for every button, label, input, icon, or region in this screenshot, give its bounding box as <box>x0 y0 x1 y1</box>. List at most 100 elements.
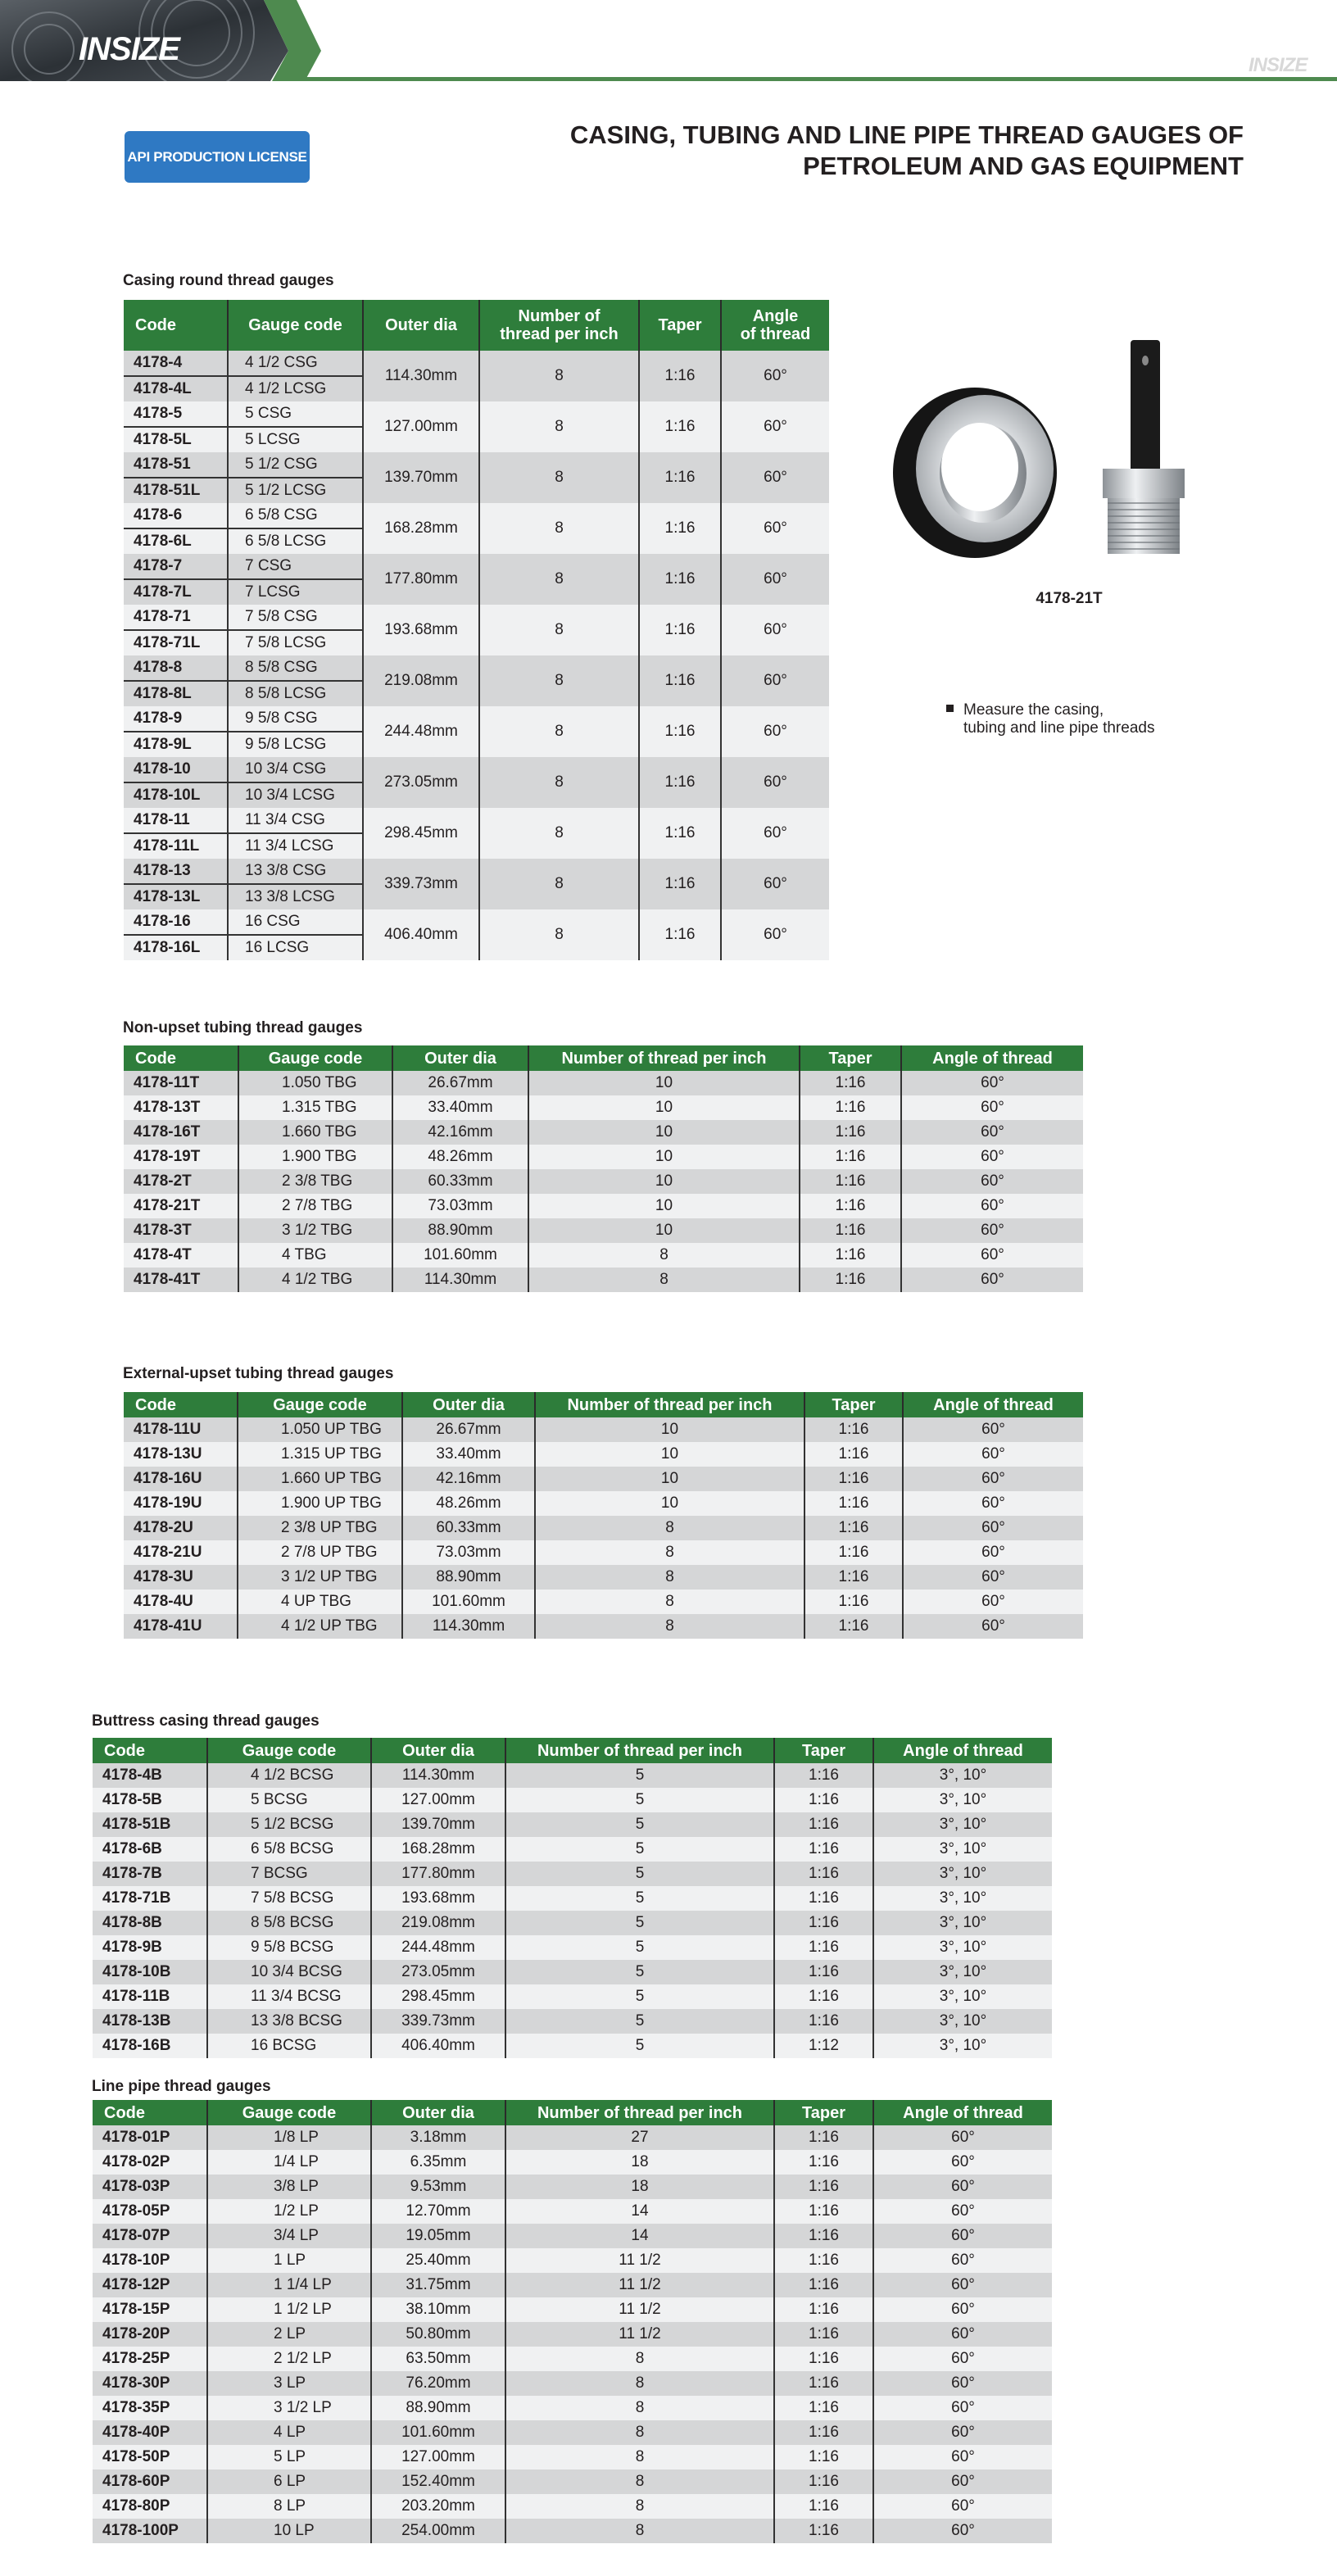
table-row: 4178-7L 7 LCSG <box>124 579 829 605</box>
cell-threads-per-inch: 8 <box>528 1268 800 1292</box>
table-row: 4178-100P 10 LP 254.00mm 8 1:16 60° <box>93 2519 1052 2543</box>
cell-outer-dia: 33.40mm <box>401 1442 535 1467</box>
column-header-taper: Taper <box>804 1392 903 1417</box>
table-row: 4178-16 16 CSG 406.40mm 8 1:16 60° <box>124 909 829 960</box>
cell-gauge-code: 1 LP <box>206 2248 371 2273</box>
cell-taper: 1:16 <box>638 452 721 503</box>
cell-angle: 60° <box>872 2396 1052 2420</box>
cell-threads-per-inch: 14 <box>505 2199 774 2224</box>
header-divider <box>295 77 1337 81</box>
cell-outer-dia: 298.45mm <box>370 1984 505 2009</box>
cell-threads-per-inch: 10 <box>528 1169 800 1194</box>
cell-gauge-code: 1.900 UP TBG <box>237 1491 402 1516</box>
cell-gauge-code: 7 CSG <box>227 554 363 580</box>
column-header-outer-dia: Outer dia <box>401 1392 535 1417</box>
page-title: CASING, TUBING AND LINE PIPE THREAD GAUG… <box>570 120 1244 182</box>
column-header-code: Code <box>124 1045 238 1071</box>
cell-outer-dia: 114.30mm <box>401 1614 535 1639</box>
cell-outer-dia: 31.75mm <box>370 2273 505 2297</box>
cell-outer-dia: 3.18mm <box>370 2125 505 2150</box>
cell-code: 4178-71L <box>124 630 228 655</box>
cell-angle: 3°, 10° <box>872 1984 1052 2009</box>
cell-outer-dia: 152.40mm <box>370 2469 505 2494</box>
cell-code: 4178-30P <box>93 2371 207 2396</box>
cell-taper: 1:16 <box>773 2248 873 2273</box>
cell-threads-per-inch: 8 <box>478 808 639 859</box>
cell-gauge-code: 4 1/2 LCSG <box>227 376 363 401</box>
cell-outer-dia: 168.28mm <box>370 1837 505 1862</box>
cell-angle: 3°, 10° <box>872 1812 1052 1837</box>
table-header-row: Code Gauge code Outer dia Number of thread … <box>124 1392 1083 1417</box>
cell-threads-per-inch: 10 <box>528 1071 800 1095</box>
cell-taper: 1:16 <box>799 1218 901 1243</box>
table-row: 4178-11 11 3/4 CSG 298.45mm 8 1:16 60° <box>124 808 829 859</box>
cell-gauge-code: 5 1/2 BCSG <box>206 1812 371 1837</box>
cell-gauge-code: 7 BCSG <box>206 1862 371 1886</box>
cell-taper: 1:16 <box>804 1516 903 1540</box>
cell-threads-per-inch: 8 <box>505 2371 774 2396</box>
cell-code: 4178-3T <box>124 1218 238 1243</box>
cell-angle: 60° <box>872 2347 1052 2371</box>
cell-taper: 1:16 <box>804 1614 903 1639</box>
cell-code: 4178-11T <box>124 1071 238 1095</box>
cell-outer-dia: 193.68mm <box>362 605 479 655</box>
cell-outer-dia: 88.90mm <box>392 1218 528 1243</box>
cell-gauge-code: 1.900 TBG <box>238 1145 392 1169</box>
cell-taper: 1:16 <box>638 706 721 757</box>
cell-angle: 60° <box>872 2371 1052 2396</box>
cell-angle: 3°, 10° <box>872 1960 1052 1984</box>
table-row: 4178-51L 5 1/2 LCSG <box>124 478 829 503</box>
cell-threads-per-inch: 8 <box>478 859 639 909</box>
cell-outer-dia: 19.05mm <box>370 2224 505 2248</box>
cell-threads-per-inch: 8 <box>478 452 639 503</box>
cell-gauge-code: 1 1/2 LP <box>206 2297 371 2322</box>
cell-gauge-code: 2 7/8 UP TBG <box>237 1540 402 1565</box>
cell-outer-dia: 101.60mm <box>370 2420 505 2445</box>
cell-outer-dia: 127.00mm <box>362 401 479 452</box>
cell-code: 4178-8B <box>93 1911 207 1935</box>
column-header-taper: Taper <box>638 300 721 351</box>
cell-threads-per-inch: 10 <box>528 1194 800 1218</box>
cell-outer-dia: 60.33mm <box>401 1516 535 1540</box>
column-header-gauge-code: Gauge code <box>206 1738 371 1763</box>
non-upset-table-title: Non-upset tubing thread gauges <box>123 1019 363 1036</box>
cell-code: 4178-02P <box>93 2150 207 2175</box>
cell-angle: 60° <box>900 1169 1083 1194</box>
cell-angle: 3°, 10° <box>872 1886 1052 1911</box>
cell-taper: 1:16 <box>804 1540 903 1565</box>
cell-taper: 1:16 <box>773 1763 873 1788</box>
cell-threads-per-inch: 27 <box>505 2125 774 2150</box>
cell-threads-per-inch: 10 <box>534 1442 804 1467</box>
cell-code: 4178-41U <box>124 1614 238 1639</box>
cell-angle: 60° <box>872 2322 1052 2347</box>
cell-code: 4178-10L <box>124 782 228 808</box>
logo-small-text: INSIZE <box>1249 54 1308 76</box>
cell-code: 4178-13L <box>124 884 228 909</box>
cell-taper: 1:16 <box>773 1935 873 1960</box>
header-banner-image <box>0 0 321 81</box>
cell-angle: 60° <box>720 808 829 859</box>
cell-outer-dia: 219.08mm <box>362 655 479 706</box>
cell-threads-per-inch: 8 <box>534 1516 804 1540</box>
cell-angle: 60° <box>900 1243 1083 1268</box>
cell-threads-per-inch: 8 <box>534 1614 804 1639</box>
cell-angle: 60° <box>902 1491 1083 1516</box>
cell-gauge-code: 6 5/8 BCSG <box>206 1837 371 1862</box>
table-row: 4178-8L 8 5/8 LCSG <box>124 681 829 706</box>
cell-gauge-code: 4 LP <box>206 2420 371 2445</box>
cell-taper: 1:16 <box>799 1145 901 1169</box>
cell-taper: 1:16 <box>804 1565 903 1590</box>
table-row: 4178-11U 1.050 UP TBG 26.67mm 10 1:16 60° <box>124 1417 1083 1442</box>
cell-code: 4178-4 <box>124 351 228 377</box>
table-row: 4178-30P 3 LP 76.20mm 8 1:16 60° <box>93 2371 1052 2396</box>
table-row: 4178-41T 4 1/2 TBG 114.30mm 8 1:16 60° <box>124 1268 1083 1292</box>
cell-angle: 60° <box>900 1095 1083 1120</box>
cell-threads-per-inch: 10 <box>528 1120 800 1145</box>
cell-code: 4178-51B <box>93 1812 207 1837</box>
table-header-row: Code Gauge code Outer dia Number of thread … <box>93 2100 1052 2125</box>
cell-code: 4178-05P <box>93 2199 207 2224</box>
cell-angle: 60° <box>872 2150 1052 2175</box>
feature-bullet: Measure the casing, tubing and line pipe… <box>946 701 1154 737</box>
logo-text: INSIZE <box>79 31 180 67</box>
cell-gauge-code: 7 5/8 CSG <box>227 605 363 631</box>
